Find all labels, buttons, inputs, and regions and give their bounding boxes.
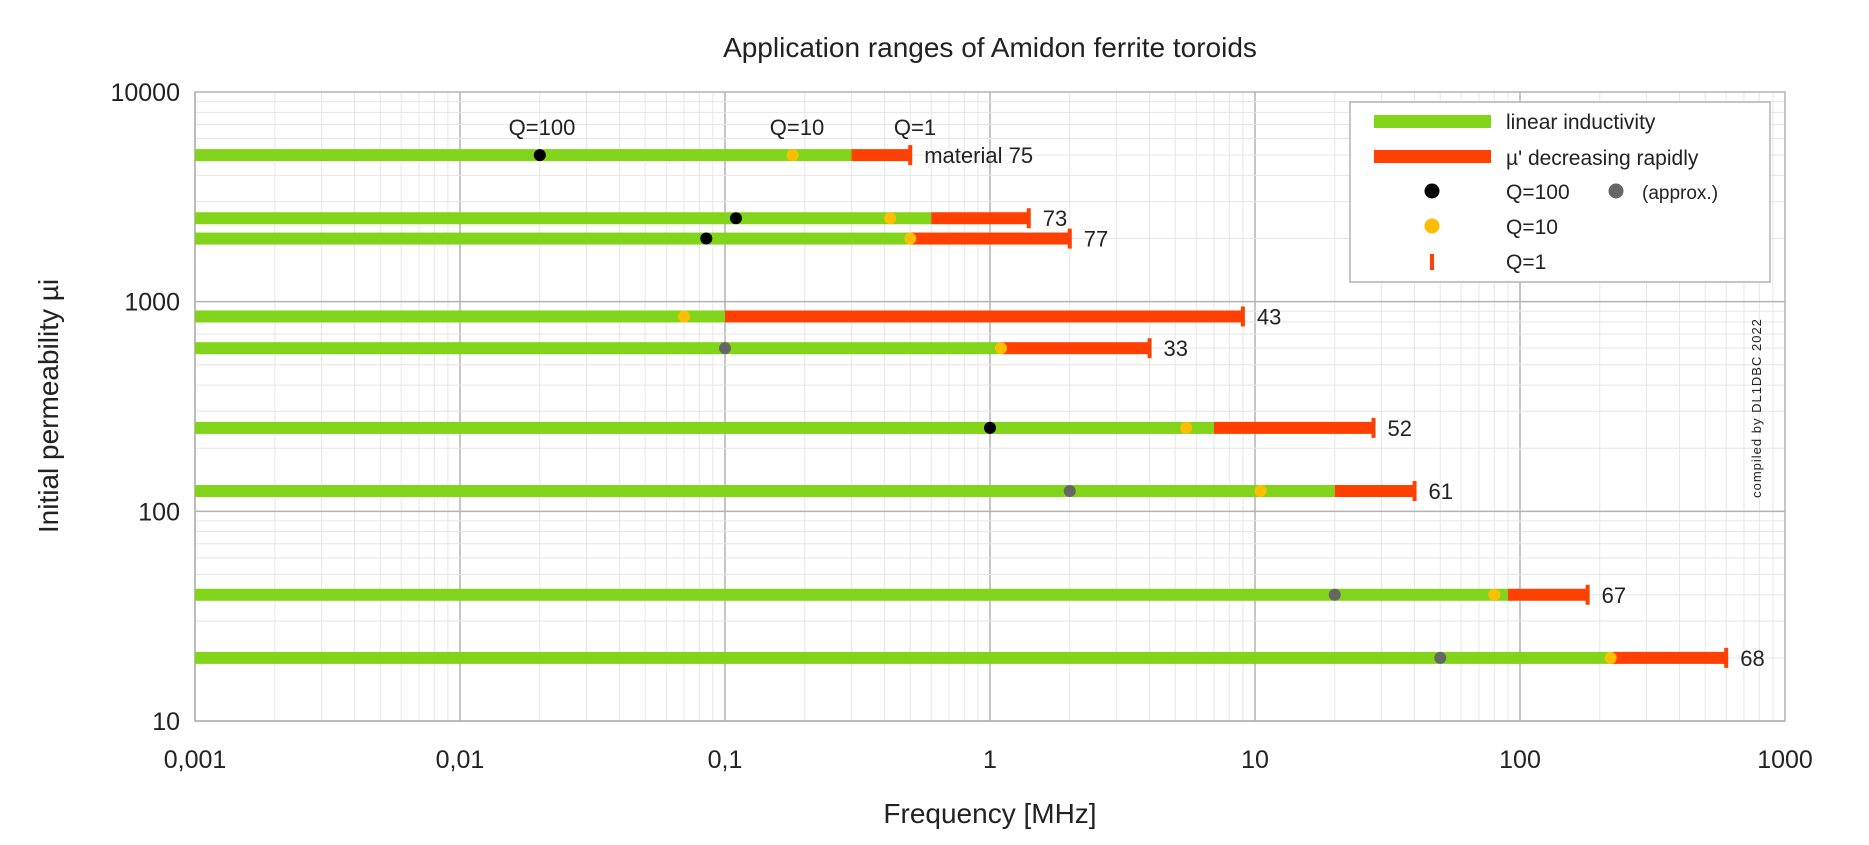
x-axis-label: Frequency [MHz] xyxy=(883,798,1096,829)
legend-decreasing-label: µ' decreasing rapidly xyxy=(1506,147,1699,170)
decreasing-range-bar xyxy=(1213,421,1374,434)
linear-range-bar xyxy=(195,485,1335,498)
q10-marker xyxy=(884,212,897,225)
x-tick-label: 0,001 xyxy=(164,746,227,774)
decreasing-range-bar xyxy=(851,149,911,162)
linear-range-bar xyxy=(195,588,1508,601)
header-q1: Q=1 xyxy=(894,115,936,140)
y-tick-label: 10000 xyxy=(110,79,180,107)
chart-title: Application ranges of Amidon ferrite tor… xyxy=(723,32,1257,63)
q1-marker xyxy=(1147,338,1152,359)
x-tick-label: 0,01 xyxy=(436,746,485,774)
legend-linear-swatch xyxy=(1374,115,1491,128)
material-bar-group: 43 xyxy=(195,304,1281,329)
header-q100: Q=100 xyxy=(509,115,576,140)
linear-range-bar xyxy=(195,212,932,225)
legend-q100-marker xyxy=(1424,183,1440,199)
material-bar-group: 77 xyxy=(195,227,1108,252)
linear-range-bar xyxy=(195,149,852,162)
credit-annotation: compiled by DL1DBC 2022 xyxy=(1749,318,1764,498)
material-label: 67 xyxy=(1602,583,1626,608)
q100-approx-marker xyxy=(719,342,731,355)
decreasing-range-bar xyxy=(910,232,1070,245)
legend-approx-label: (approx.) xyxy=(1642,183,1718,204)
legend-q10-marker xyxy=(1424,218,1440,234)
x-tick-label: 1 xyxy=(983,746,997,774)
decreasing-range-bar xyxy=(1610,651,1727,664)
material-bar-group: 33 xyxy=(195,336,1188,361)
material-bar-group: 61 xyxy=(195,479,1453,504)
linear-range-bar xyxy=(195,310,725,323)
material-bar-group: 52 xyxy=(195,416,1412,441)
q100-marker xyxy=(533,149,546,162)
q1-marker xyxy=(908,145,913,166)
legend-q1-label: Q=1 xyxy=(1506,251,1546,274)
material-bar-group: 73 xyxy=(195,206,1067,231)
q1-marker xyxy=(1067,228,1072,249)
q100-approx-marker xyxy=(1328,588,1341,601)
decreasing-range-bar xyxy=(1507,588,1588,601)
legend-q10-label: Q=10 xyxy=(1506,216,1558,239)
q10-marker xyxy=(994,342,1007,355)
x-tick-label: 10 xyxy=(1241,746,1269,774)
material-label: material 75 xyxy=(924,143,1033,168)
q100-marker xyxy=(729,212,742,225)
material-bar-group: 68 xyxy=(195,646,1765,671)
decreasing-range-bar xyxy=(931,212,1029,225)
bars: material 75 73 77 43 33 52 61 67 68 xyxy=(195,143,1765,671)
material-label: 52 xyxy=(1387,416,1411,441)
q1-marker xyxy=(1371,417,1376,438)
material-label: 68 xyxy=(1740,646,1764,671)
x-tick-label: 1000 xyxy=(1757,746,1813,774)
q10-marker xyxy=(1604,651,1617,664)
x-tick-label: 0,1 xyxy=(708,746,743,774)
y-tick-label: 10 xyxy=(152,708,180,736)
tick-labels: 0,001 0,01 0,1 1 10 100 1000 10 100 1000 10000 xyxy=(110,79,1812,774)
linear-range-bar xyxy=(195,651,1611,664)
q10-marker xyxy=(1488,588,1501,601)
material-label: 33 xyxy=(1164,336,1188,361)
q100-approx-marker xyxy=(1434,651,1447,664)
legend-decreasing-swatch xyxy=(1374,150,1491,163)
legend-approx-marker xyxy=(1608,183,1624,199)
linear-range-bar xyxy=(195,421,1214,434)
linear-range-bar xyxy=(195,342,1001,355)
q100-marker xyxy=(984,421,996,434)
q1-marker xyxy=(1412,481,1417,502)
legend: linear inductivity µ' decreasing rapidly… xyxy=(1349,101,1771,283)
material-bar-group: material 75 xyxy=(195,143,1033,168)
y-tick-label: 100 xyxy=(138,498,180,526)
x-tick-label: 100 xyxy=(1499,746,1541,774)
q1-marker xyxy=(1585,584,1590,605)
linear-range-bar xyxy=(195,232,911,245)
q1-marker xyxy=(1240,306,1245,327)
header-q10: Q=10 xyxy=(770,115,824,140)
q10-marker xyxy=(786,149,799,162)
decreasing-range-bar xyxy=(1000,342,1150,355)
decreasing-range-bar xyxy=(1334,485,1415,498)
q1-marker xyxy=(1724,647,1729,668)
decreasing-range-bar xyxy=(725,310,1243,323)
material-label: 73 xyxy=(1043,206,1067,231)
q100-marker xyxy=(700,232,713,245)
q10-marker xyxy=(1254,485,1267,498)
q10-marker xyxy=(1180,421,1193,434)
y-axis-label: Initial permeability µi xyxy=(33,279,64,533)
material-label: 43 xyxy=(1257,304,1281,329)
y-tick-label: 1000 xyxy=(124,289,180,317)
q1-marker xyxy=(1026,208,1031,229)
legend-q1-marker xyxy=(1430,254,1434,270)
legend-linear-label: linear inductivity xyxy=(1506,111,1656,134)
material-label: 77 xyxy=(1084,227,1108,252)
plot-frame xyxy=(194,91,1786,722)
q10-marker xyxy=(904,232,917,245)
legend-q100-label: Q=100 xyxy=(1506,181,1570,204)
q100-approx-marker xyxy=(1063,485,1076,498)
q10-marker xyxy=(677,310,690,323)
material-bar-group: 67 xyxy=(195,583,1626,608)
material-label: 61 xyxy=(1429,479,1453,504)
